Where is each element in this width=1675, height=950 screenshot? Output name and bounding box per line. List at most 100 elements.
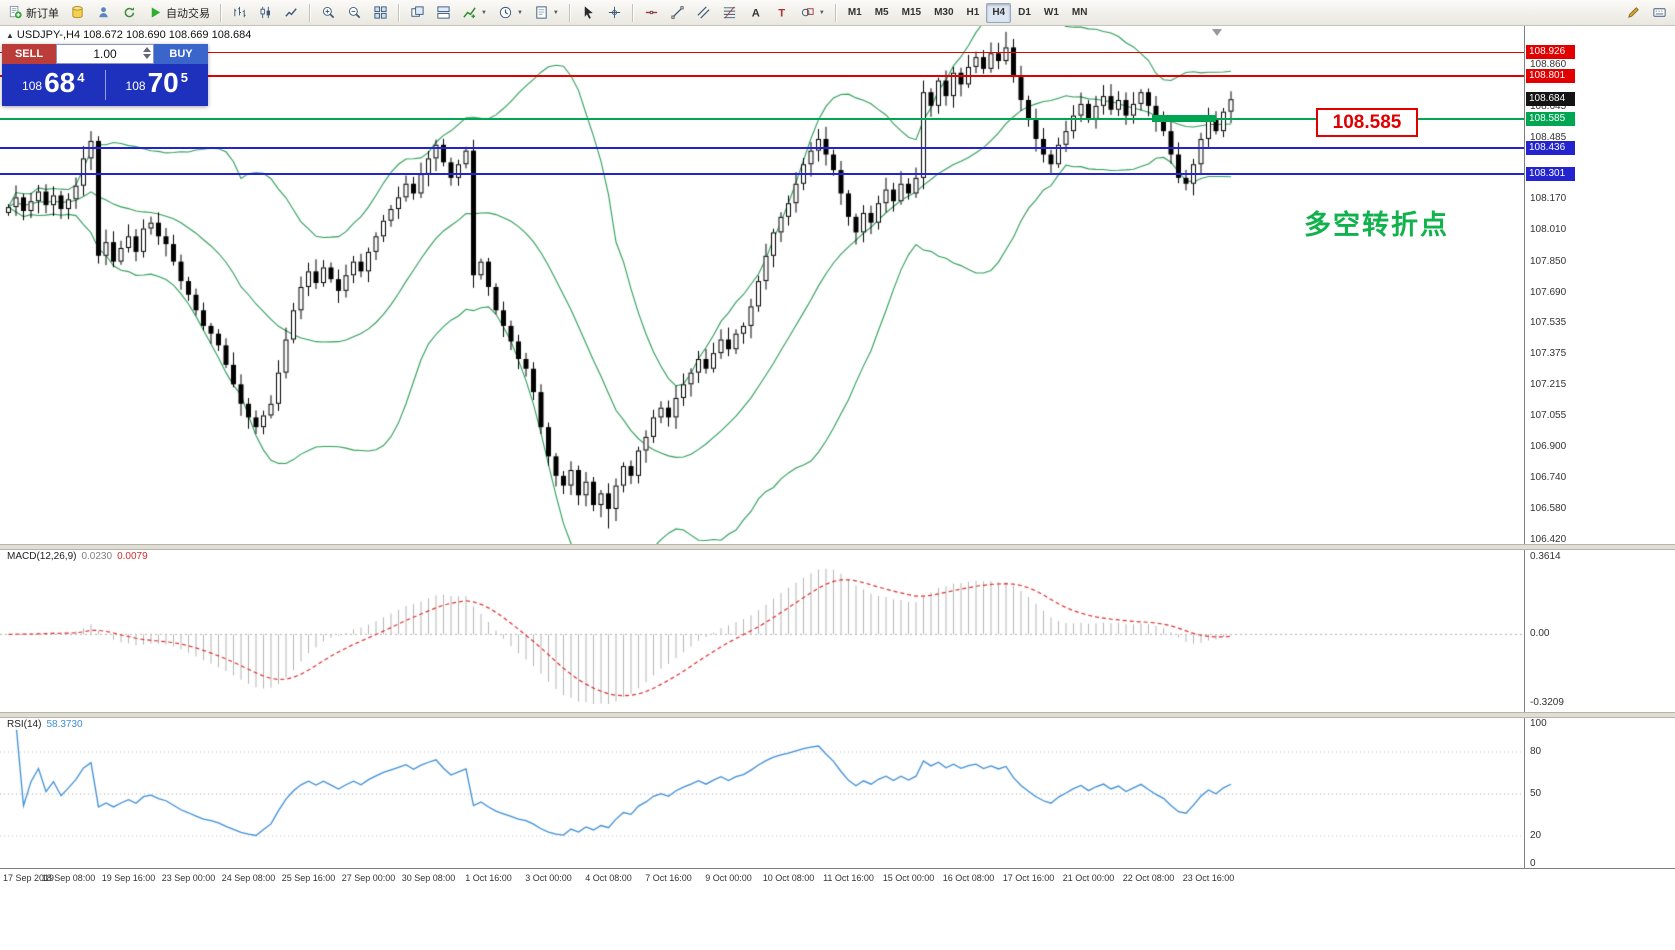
text-tool-button[interactable]: A xyxy=(743,2,768,24)
timeframe-m30-button[interactable]: M30 xyxy=(928,3,959,23)
auto-trading-button[interactable]: 自动交易 xyxy=(143,2,215,24)
one-click-prices: 108 68 4 108 70 5 xyxy=(2,64,208,106)
horizontal-price-line[interactable] xyxy=(0,51,1524,53)
buy-price[interactable]: 108 70 5 xyxy=(106,68,209,102)
tile-windows-icon xyxy=(374,6,387,19)
sell-price-big: 68 xyxy=(44,66,76,98)
cascade-windows-button[interactable] xyxy=(405,2,430,24)
volume-field[interactable]: 1.00 xyxy=(56,44,154,64)
candlestick-icon xyxy=(260,6,270,19)
indicators-button[interactable]: ▼ xyxy=(457,2,492,24)
data-window-icon xyxy=(72,6,83,19)
timeframe-m5-button[interactable]: M5 xyxy=(869,3,895,23)
toolbar-separator xyxy=(220,3,222,22)
time-axis-label: 18 Sep 08:00 xyxy=(41,873,96,883)
volume-increase-arrow[interactable] xyxy=(143,47,151,52)
horizontal-price-line[interactable] xyxy=(0,146,1524,149)
templates-button[interactable]: ▼ xyxy=(529,2,564,24)
timeframe-mn-button[interactable]: MN xyxy=(1066,3,1094,23)
rsi-header: RSI(14) 58.3730 xyxy=(5,719,85,730)
price-axis-label: 107.215 xyxy=(1530,379,1567,391)
bar-chart-icon xyxy=(234,6,246,18)
keyboard-button[interactable] xyxy=(1647,2,1672,24)
rsi-panel-chart[interactable] xyxy=(0,716,1524,868)
price-axis-label: 107.850 xyxy=(1530,255,1567,267)
arrange-windows-button[interactable] xyxy=(431,2,456,24)
price-axis[interactable]: 108.926 108.801 108.585 108.436 108.301 108.6… xyxy=(1524,26,1675,869)
macd-axis-label: -0.3209 xyxy=(1530,697,1564,708)
time-axis-label: 10 Oct 08:00 xyxy=(762,873,815,883)
buy-price-main: 108 xyxy=(125,78,146,93)
price-axis-label: 107.055 xyxy=(1530,410,1567,422)
price-axis-label: 106.740 xyxy=(1530,471,1567,483)
buy-price-pips: 5 xyxy=(180,69,188,85)
panel-separator[interactable] xyxy=(0,712,1675,718)
time-axis-label: 4 Oct 08:00 xyxy=(585,873,632,883)
zoom-out-button[interactable] xyxy=(342,2,367,24)
horizontal-line-tool-button[interactable] xyxy=(639,2,664,24)
crosshair-icon xyxy=(608,6,620,19)
rsi-title: RSI(14) xyxy=(7,719,42,730)
tile-windows-button[interactable] xyxy=(368,2,393,24)
volume-value: 1.00 xyxy=(93,47,117,61)
timeframe-m1-button[interactable]: M1 xyxy=(842,3,868,23)
zoom-in-button[interactable] xyxy=(316,2,341,24)
new-order-button[interactable]: 新订单 xyxy=(3,2,64,24)
sell-price-main: 108 xyxy=(22,78,43,93)
channel-tool-button[interactable] xyxy=(691,2,716,24)
timeframe-m15-button[interactable]: M15 xyxy=(896,3,927,23)
timeframe-w1-button[interactable]: W1 xyxy=(1038,3,1065,23)
svg-text:T: T xyxy=(778,7,785,19)
time-axis-label: 7 Oct 16:00 xyxy=(645,873,692,883)
horizontal-price-line[interactable] xyxy=(0,172,1524,175)
buy-button[interactable]: BUY xyxy=(154,44,208,64)
price-axis-label: 108.645 xyxy=(1530,100,1567,112)
chart-shift-marker-icon[interactable] xyxy=(1212,29,1222,36)
price-divider xyxy=(104,70,106,100)
navigator-button[interactable] xyxy=(91,2,116,24)
macd-panel-chart[interactable] xyxy=(0,548,1524,712)
timeframe-h1-button[interactable]: H1 xyxy=(961,3,986,23)
timeframe-d1-button[interactable]: D1 xyxy=(1012,3,1037,23)
refresh-button[interactable] xyxy=(117,2,142,24)
one-click-top-row: SELL 1.00 BUY xyxy=(2,44,208,64)
highlight-segment[interactable] xyxy=(1152,115,1216,122)
macd-axis-label: 0.3614 xyxy=(1530,551,1561,562)
rsi-axis-label: 100 xyxy=(1530,718,1547,729)
horizontal-price-line[interactable] xyxy=(0,75,1524,78)
main-chart[interactable] xyxy=(0,26,1524,544)
volume-decrease-arrow[interactable] xyxy=(143,54,151,59)
timeframe-h4-button[interactable]: H4 xyxy=(986,2,1012,23)
bar-chart-button[interactable] xyxy=(227,2,252,24)
time-axis-label: 17 Sep 2019 xyxy=(3,873,55,883)
price-callout-label[interactable]: 108.585 xyxy=(1316,108,1418,137)
candlestick-chart-button[interactable] xyxy=(253,2,278,24)
cursor-button[interactable] xyxy=(576,2,601,24)
horizontal-price-line[interactable] xyxy=(0,117,1524,120)
equidistant-channel-icon xyxy=(697,6,710,19)
label-tool-button[interactable]: T xyxy=(769,2,794,24)
sell-button[interactable]: SELL xyxy=(2,44,56,64)
trendline-tool-button[interactable] xyxy=(665,2,690,24)
line-chart-button[interactable] xyxy=(279,2,304,24)
price-axis-label: 107.375 xyxy=(1530,348,1567,360)
symbol-ohlc-text: USDJPY-,H4 108.672 108.690 108.669 108.6… xyxy=(16,29,252,41)
shapes-icon xyxy=(801,8,814,17)
time-axis-label: 27 Sep 00:00 xyxy=(341,873,396,883)
shapes-tool-button[interactable]: ▼ xyxy=(795,2,830,24)
periods-button[interactable]: ▼ xyxy=(493,2,528,24)
chart-text-annotation[interactable]: 多空转折点 xyxy=(1304,210,1449,240)
edit-button[interactable] xyxy=(1621,2,1646,24)
sell-price-pips: 4 xyxy=(77,69,85,85)
crosshair-button[interactable] xyxy=(602,2,627,24)
fibonacci-tool-button[interactable] xyxy=(717,2,742,24)
macd-header: MACD(12,26,9) 0.0230 0.0079 xyxy=(5,551,150,562)
sell-price[interactable]: 108 68 4 xyxy=(2,66,105,102)
panel-separator[interactable] xyxy=(0,544,1675,550)
data-window-button[interactable] xyxy=(65,2,90,24)
time-axis[interactable]: 17 Sep 2019 18 Sep 08:00 19 Sep 16:00 23 Se… xyxy=(0,868,1675,887)
price-axis-label: 106.420 xyxy=(1530,534,1567,546)
toolbar-separator xyxy=(398,3,400,22)
rsi-axis-label: 0 xyxy=(1530,858,1536,869)
